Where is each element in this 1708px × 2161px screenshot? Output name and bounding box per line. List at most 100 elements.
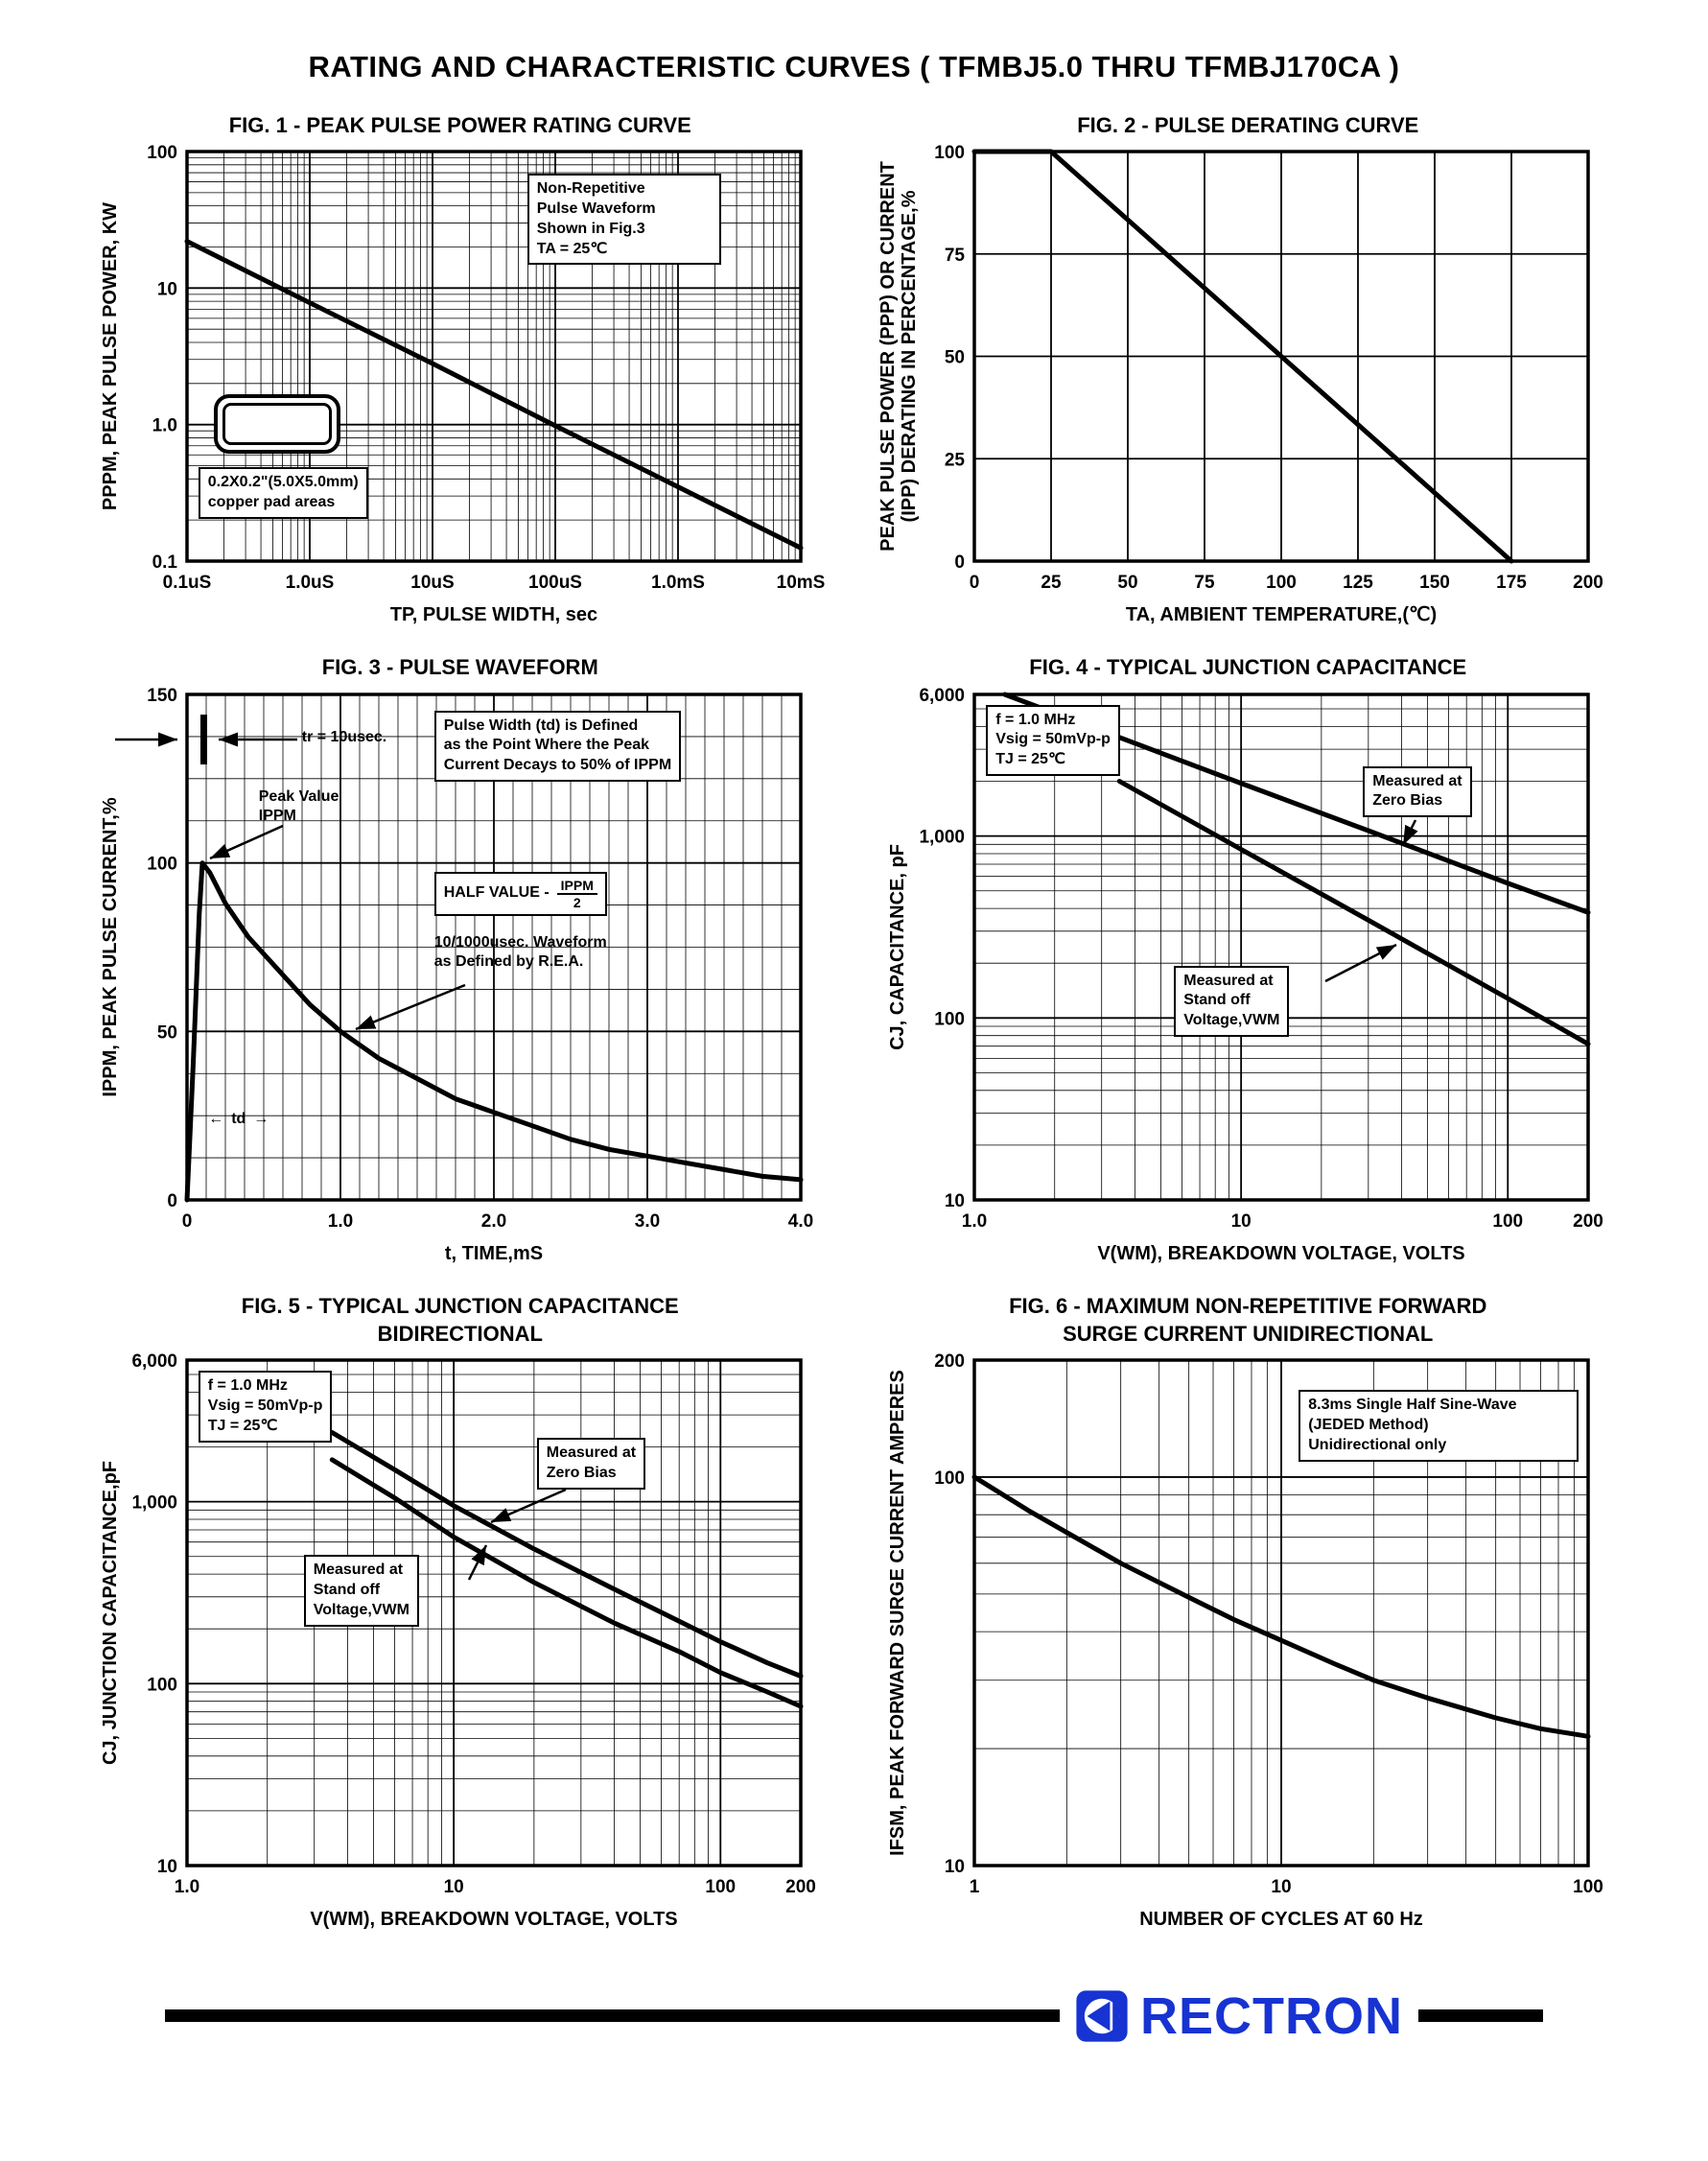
svg-text:100: 100	[147, 1675, 177, 1695]
fig5-standoff-box: Measured at Stand off Voltage,VWM	[303, 1555, 419, 1627]
svg-text:10: 10	[1272, 1877, 1292, 1897]
fig2-chart-area: 0 25 50 75 100 125 150 175 200 0 25 50 75 100 TA, AMBI…	[878, 137, 1617, 636]
svg-text:0: 0	[167, 1191, 177, 1211]
svg-text:PPPM, PEAK PULSE POWER, KW: PPPM, PEAK PULSE POWER, KW	[100, 202, 121, 510]
svg-text:10: 10	[945, 1857, 965, 1877]
fig6-chart-area: 1 10 100 10 100 200 NUMBER OF CYCLES AT 60 Hz I…	[878, 1346, 1617, 1940]
svg-text:0: 0	[970, 573, 980, 593]
fig1-plot-svg: 0.1uS 1.0uS 10uS 100uS 1.0mS 10mS 0.1 1.0 10 100 T…	[100, 143, 825, 625]
fig5-title: FIG. 5 - TYPICAL JUNCTION CAPACITANCE	[241, 1293, 679, 1318]
svg-text:100uS: 100uS	[528, 573, 582, 593]
svg-text:1: 1	[970, 1877, 980, 1897]
fig6-subtitle: SURGE CURRENT UNIDIRECTIONAL	[1063, 1321, 1434, 1346]
svg-text:TP, PULSE WIDTH, sec: TP, PULSE WIDTH, sec	[390, 604, 597, 625]
svg-text:175: 175	[1496, 573, 1527, 593]
svg-text:0: 0	[181, 1211, 192, 1232]
svg-text:125: 125	[1343, 573, 1373, 593]
svg-text:IFSM, PEAK FORWARD SURGE CURRE: IFSM, PEAK FORWARD SURGE CURRENT AMPERES	[887, 1370, 908, 1856]
rectron-logo: RECTRON	[1060, 1983, 1418, 2051]
fig4-standoff-box: Measured at Stand off Voltage,VWM	[1174, 965, 1290, 1037]
svg-text:1,000: 1,000	[920, 827, 966, 847]
svg-text:TA, AMBIENT TEMPERATURE,(℃): TA, AMBIENT TEMPERATURE,(℃)	[1126, 604, 1437, 625]
svg-text:150: 150	[1419, 573, 1450, 593]
svg-text:NUMBER OF CYCLES AT 60 Hz: NUMBER OF CYCLES AT 60 Hz	[1139, 1909, 1423, 1930]
svg-text:CJ, JUNCTION CAPACITANCE,pF: CJ, JUNCTION CAPACITANCE,pF	[100, 1461, 121, 1765]
fig6-title: FIG. 6 - MAXIMUM NON-REPETITIVE FORWARD	[1009, 1293, 1487, 1318]
svg-text:0: 0	[955, 552, 966, 573]
svg-text:100: 100	[147, 143, 177, 163]
svg-text:4.0: 4.0	[788, 1211, 813, 1232]
charts-grid: FIG. 1 - PEAK PULSE POWER RATING CURVE 0…	[82, 109, 1626, 1940]
page-footer: RECTRON	[165, 1983, 1543, 2051]
svg-text:200: 200	[785, 1877, 816, 1897]
svg-text:6,000: 6,000	[920, 686, 966, 706]
fig3-rea-label: 10/1000usec. Waveform as Defined by R.E.…	[433, 933, 607, 971]
svg-text:t, TIME,mS: t, TIME,mS	[445, 1243, 543, 1264]
fig3-block: FIG. 3 - PULSE WAVEFORM 0 1.0 2.0 3.0 4.0 0 50…	[82, 651, 838, 1274]
fig5-block: FIG. 5 - TYPICAL JUNCTION CAPACITANCE BI…	[82, 1290, 838, 1941]
fig4-zero-bias-box: Measured at Zero Bias	[1363, 765, 1472, 818]
fig2-plot-svg: 0 25 50 75 100 125 150 175 200 0 25 50 75 100 TA, AMBI…	[878, 143, 1603, 625]
fig2-title: FIG. 2 - PULSE DERATING CURVE	[1077, 113, 1419, 137]
svg-text:200: 200	[1573, 573, 1603, 593]
fig1-title: FIG. 1 - PEAK PULSE POWER RATING CURVE	[228, 113, 691, 137]
svg-text:100: 100	[705, 1877, 736, 1897]
datasheet-page: RATING AND CHARACTERISTIC CURVES ( TFMBJ…	[0, 0, 1708, 2050]
smb-package-inner-outline	[222, 403, 332, 446]
smb-package-drawing	[213, 394, 340, 455]
svg-text:IPPM, PEAK PULSE CURRENT,%: IPPM, PEAK PULSE CURRENT,%	[100, 797, 121, 1096]
svg-text:100: 100	[147, 854, 177, 874]
fig3-title: FIG. 3 - PULSE WAVEFORM	[321, 655, 598, 680]
svg-text:10mS: 10mS	[776, 573, 825, 593]
svg-text:V(WM), BREAKDOWN VOLTAGE, VOLT: V(WM), BREAKDOWN VOLTAGE, VOLTS	[310, 1909, 677, 1930]
svg-text:25: 25	[1041, 573, 1063, 593]
fig1-pad-box: 0.2X0.2"(5.0X5.0mm) copper pad areas	[198, 467, 368, 519]
svg-text:PEAK PULSE POWER (PPP) OR CURR: PEAK PULSE POWER (PPP) OR CURRENT	[878, 161, 899, 552]
svg-text:0.1uS: 0.1uS	[162, 573, 211, 593]
svg-text:50: 50	[1118, 573, 1138, 593]
svg-text:75: 75	[1195, 573, 1216, 593]
fig4-title: FIG. 4 - TYPICAL JUNCTION CAPACITANCE	[1029, 655, 1467, 680]
svg-text:1.0: 1.0	[962, 1211, 987, 1232]
fig1-block: FIG. 1 - PEAK PULSE POWER RATING CURVE 0…	[82, 109, 838, 636]
svg-text:100: 100	[935, 1009, 966, 1029]
svg-text:10: 10	[157, 280, 177, 300]
fig3-fraction-numerator: IPPM	[556, 878, 597, 895]
svg-text:1.0mS: 1.0mS	[651, 573, 705, 593]
svg-text:100: 100	[935, 143, 966, 163]
svg-text:200: 200	[1573, 1211, 1603, 1232]
fig3-fraction-denominator: 2	[573, 894, 581, 910]
fig3-tr-marker	[199, 714, 207, 764]
svg-text:10: 10	[945, 1191, 965, 1211]
svg-text:CJ, CAPACITANCE, pF: CJ, CAPACITANCE, pF	[887, 844, 908, 1050]
fig5-subtitle: BIDIRECTIONAL	[377, 1321, 543, 1346]
svg-text:1.0: 1.0	[175, 1877, 199, 1897]
svg-text:100: 100	[1266, 573, 1297, 593]
svg-text:V(WM), BREAKDOWN VOLTAGE, VOLT: V(WM), BREAKDOWN VOLTAGE, VOLTS	[1098, 1243, 1465, 1264]
fig2-block: FIG. 2 - PULSE DERATING CURVE 0 25 50 75 100…	[871, 109, 1626, 636]
svg-text:2.0: 2.0	[481, 1211, 506, 1232]
svg-text:100: 100	[935, 1468, 966, 1489]
svg-text:10uS: 10uS	[410, 573, 454, 593]
fig3-half-value-label: HALF VALUE -	[443, 884, 550, 902]
svg-text:100: 100	[1573, 1877, 1603, 1897]
fig5-chart-area: 1.0 10 100 200 10 100 1,000 6,000 V(WM), BREAKDO…	[91, 1346, 830, 1940]
fig3-plot-svg: 0 1.0 2.0 3.0 4.0 0 50 100 150 t, TIME,mS IPPM, PE…	[100, 686, 813, 1264]
svg-text:100: 100	[1493, 1211, 1524, 1232]
svg-text:6,000: 6,000	[131, 1351, 177, 1372]
fig6-block: FIG. 6 - MAXIMUM NON-REPETITIVE FORWARD …	[871, 1290, 1626, 1941]
svg-text:25: 25	[945, 451, 966, 471]
svg-text:150: 150	[147, 686, 177, 706]
rectron-logo-text: RECTRON	[1140, 1987, 1403, 2046]
svg-text:1.0: 1.0	[152, 416, 176, 436]
fig4-block: FIG. 4 - TYPICAL JUNCTION CAPACITANCE 1.…	[871, 651, 1626, 1274]
fig3-chart-area: 0 1.0 2.0 3.0 4.0 0 50 100 150 t, TIME,mS IPPM, PE…	[91, 680, 830, 1275]
svg-text:10: 10	[1231, 1211, 1252, 1232]
page-title: RATING AND CHARACTERISTIC CURVES ( TFMBJ…	[308, 50, 1400, 83]
svg-text:200: 200	[935, 1351, 966, 1372]
fig5-zero-bias-box: Measured at Zero Bias	[536, 1438, 646, 1490]
svg-text:(IPP) DERATING IN PERCENTAGE,%: (IPP) DERATING IN PERCENTAGE,%	[899, 191, 920, 523]
svg-text:1.0: 1.0	[328, 1211, 353, 1232]
